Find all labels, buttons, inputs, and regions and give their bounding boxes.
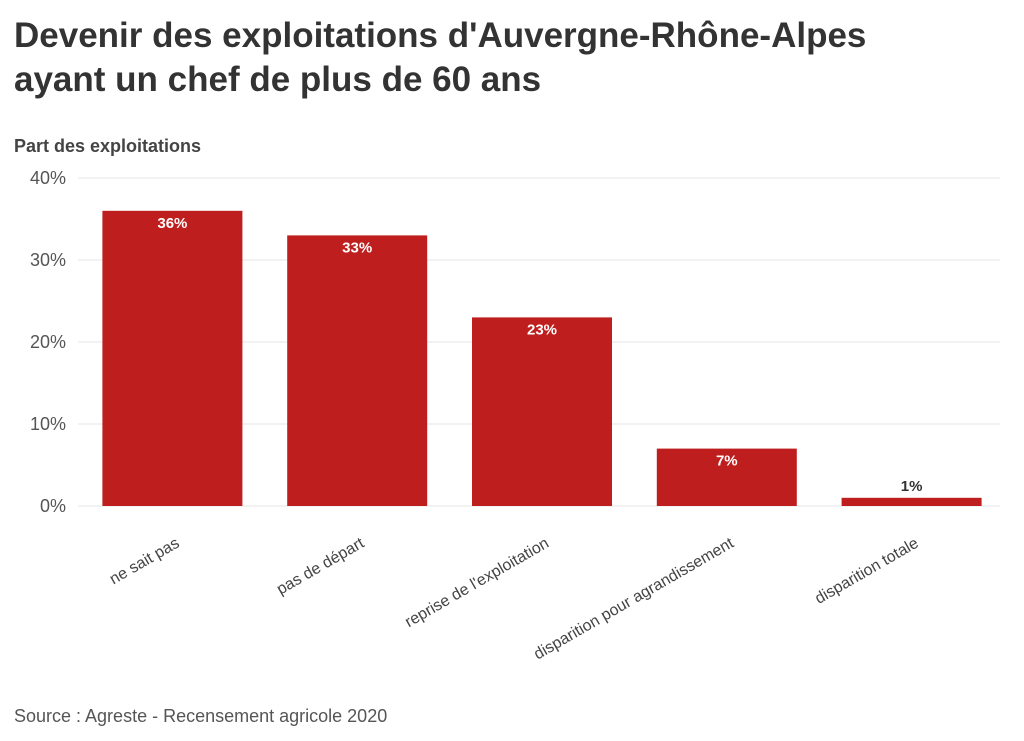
y-tick-label: 10% <box>30 414 66 434</box>
bar-layer <box>102 210 982 507</box>
bar <box>287 235 428 506</box>
y-tick-label: 20% <box>30 332 66 352</box>
bar <box>472 317 612 506</box>
bar <box>656 448 797 506</box>
x-tick-label: disparition totale <box>812 535 921 608</box>
y-tick-label: 30% <box>30 250 66 270</box>
data-label: 1% <box>901 478 923 495</box>
data-label: 23% <box>527 321 557 338</box>
data-label: 7% <box>716 453 738 470</box>
y-axis-label: Part des exploitations <box>14 136 202 156</box>
chart-title: Devenir des exploitations d'Auvergne-Rhô… <box>14 14 1004 102</box>
y-tick-label: 40% <box>30 168 66 188</box>
bar <box>102 210 243 507</box>
x-tick-label: pas de départ <box>274 534 368 598</box>
bar <box>841 497 982 506</box>
y-tick-label: 0% <box>40 496 66 516</box>
chart-title-line-1: Devenir des exploitations d'Auvergne-Rhô… <box>14 16 867 55</box>
x-tick-label: ne sait pas <box>107 535 183 588</box>
x-tick-label: reprise de l'exploitation <box>402 535 552 631</box>
data-label: 33% <box>342 239 372 256</box>
data-label: 36% <box>157 215 187 232</box>
bar-chart: 0% 10% 20% 30% 40% 36% ne sait pas 33% pas de d… <box>30 168 1000 663</box>
x-tick-label: disparition pour agrandissement <box>531 534 737 663</box>
chart-title-line-2: ayant un chef de plus de 60 ans <box>14 60 542 99</box>
source-note: Source : Agreste - Recensement agricole … <box>14 706 388 726</box>
